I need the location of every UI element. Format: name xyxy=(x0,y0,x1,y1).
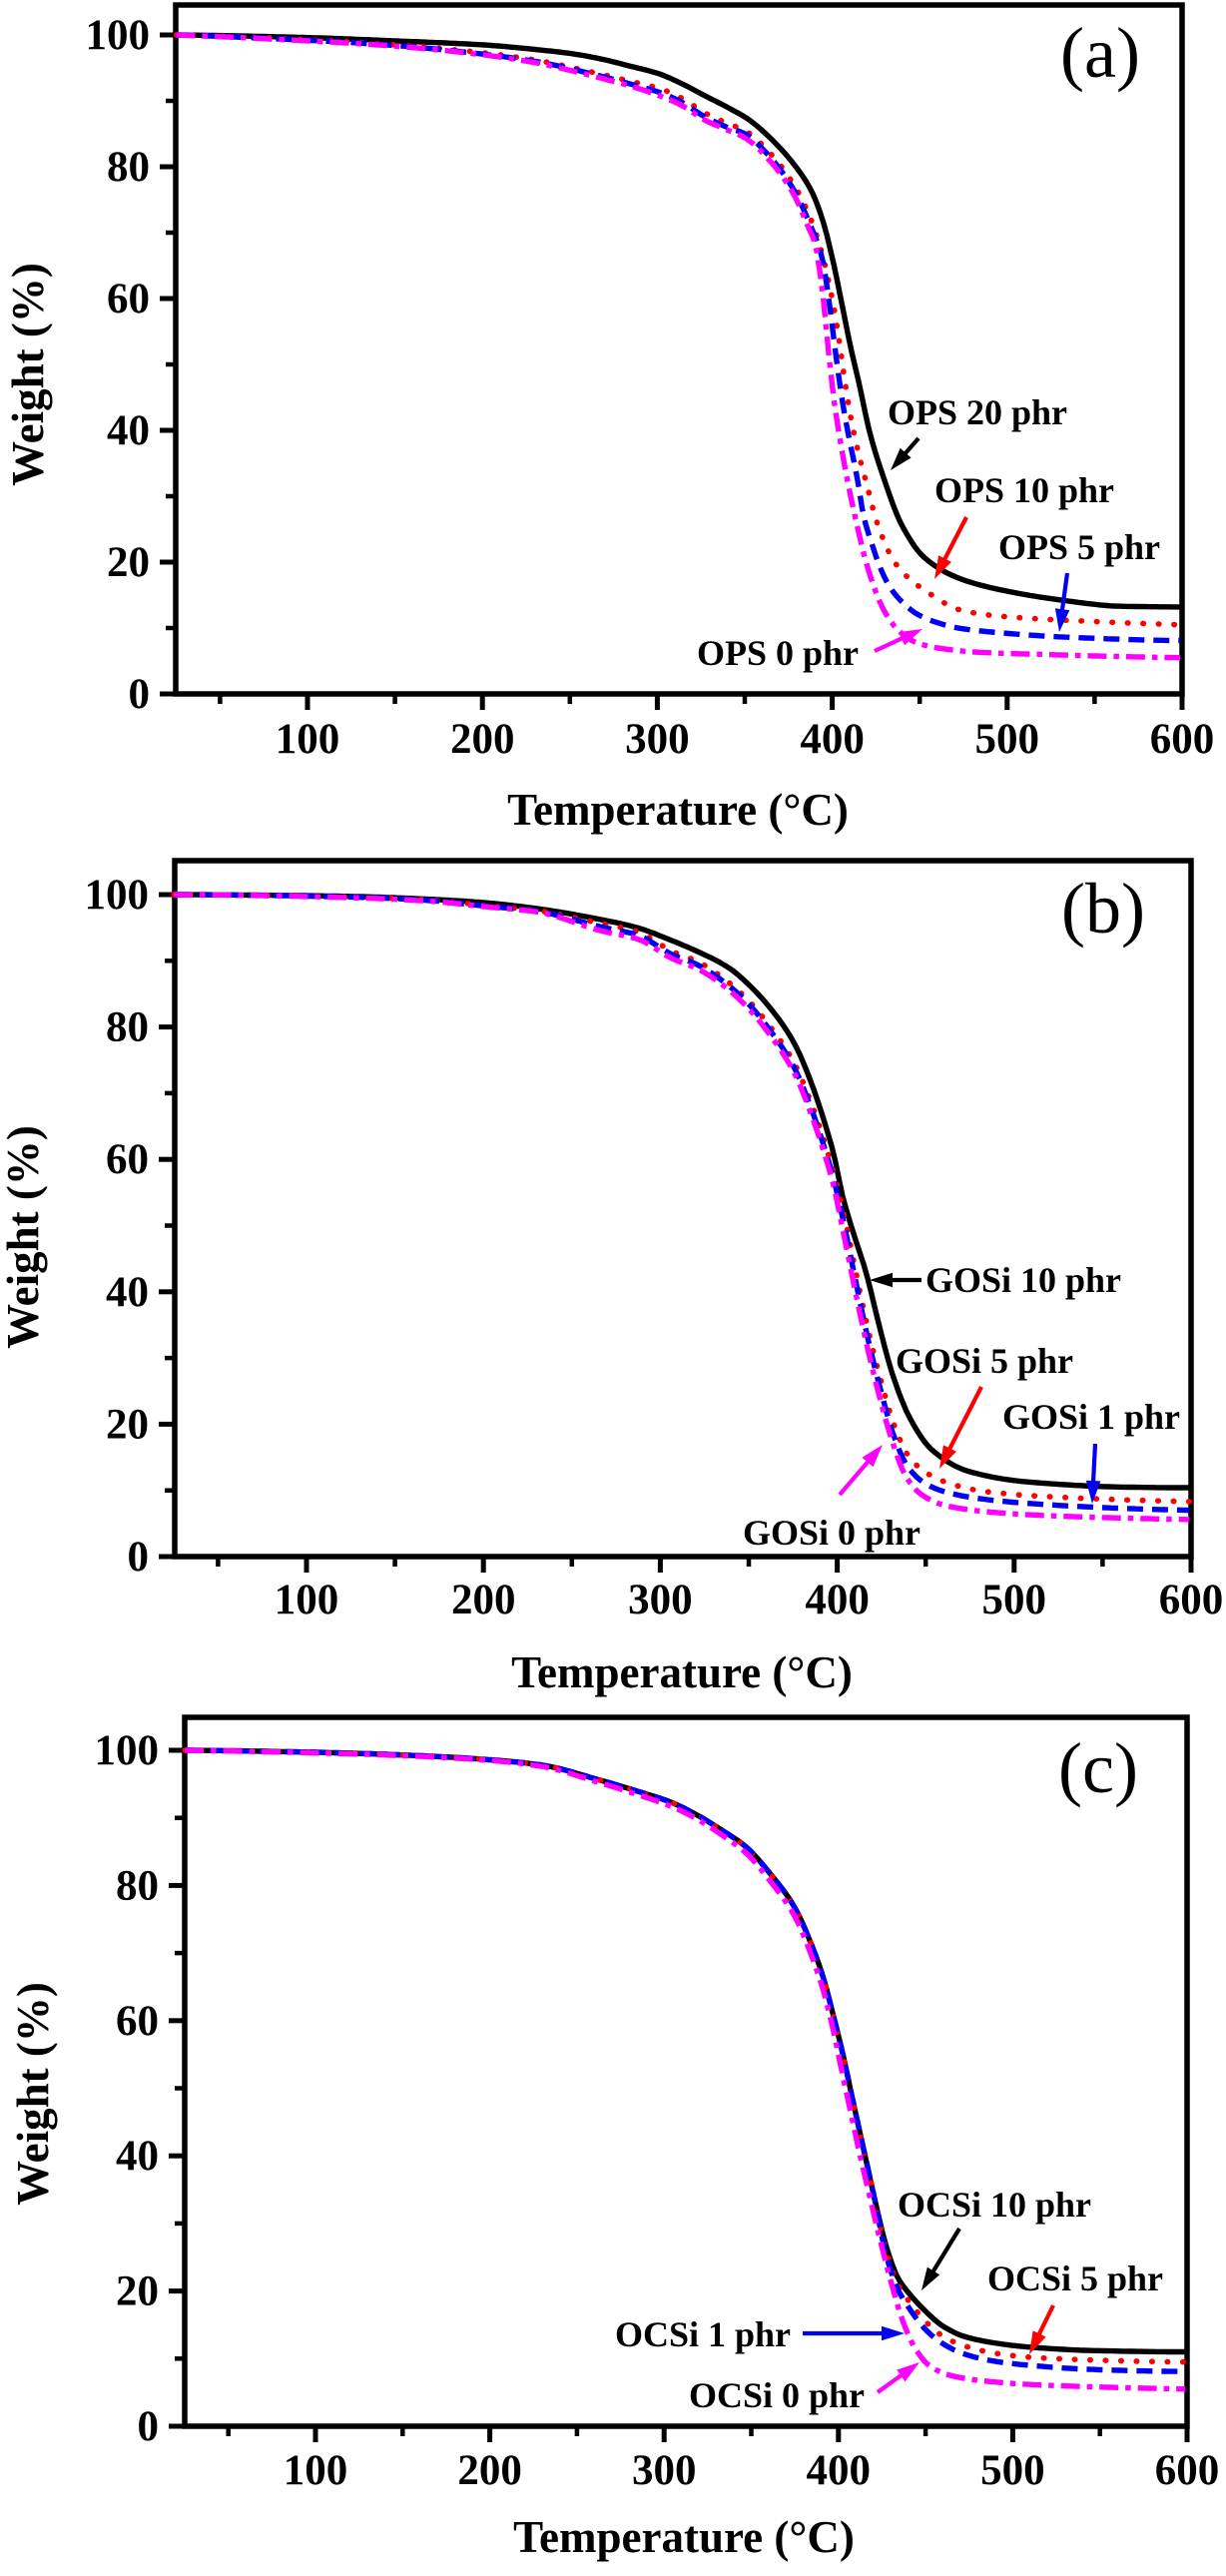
svg-text:OCSi 5 phr: OCSi 5 phr xyxy=(987,2258,1163,2298)
svg-text:OPS 0 phr: OPS 0 phr xyxy=(697,633,859,673)
svg-text:100: 100 xyxy=(86,12,151,59)
svg-text:Weight (%): Weight (%) xyxy=(8,1982,58,2206)
svg-text:GOSi 1 phr: GOSi 1 phr xyxy=(1002,1397,1180,1437)
svg-text:(b): (b) xyxy=(1061,869,1145,949)
svg-text:(a): (a) xyxy=(1060,13,1140,93)
svg-text:0: 0 xyxy=(128,1534,150,1581)
svg-text:100: 100 xyxy=(275,1577,339,1623)
svg-text:20: 20 xyxy=(116,2268,159,2315)
svg-text:80: 80 xyxy=(107,144,150,191)
svg-text:20: 20 xyxy=(107,539,150,586)
svg-text:300: 300 xyxy=(632,2447,697,2494)
svg-text:OCSi 1 phr: OCSi 1 phr xyxy=(615,2314,791,2354)
svg-text:80: 80 xyxy=(106,1004,149,1051)
svg-text:0: 0 xyxy=(138,2403,160,2450)
svg-text:OCSi 10 phr: OCSi 10 phr xyxy=(898,2185,1091,2225)
svg-text:OCSi 0 phr: OCSi 0 phr xyxy=(689,2375,865,2415)
svg-text:500: 500 xyxy=(980,2447,1045,2494)
svg-text:OPS 5 phr: OPS 5 phr xyxy=(998,527,1160,567)
svg-text:300: 300 xyxy=(628,1577,693,1623)
svg-text:Weight (%): Weight (%) xyxy=(3,263,53,486)
svg-text:GOSi 5 phr: GOSi 5 phr xyxy=(896,1341,1073,1381)
svg-text:400: 400 xyxy=(807,2447,872,2494)
svg-text:40: 40 xyxy=(116,2133,159,2180)
svg-text:100: 100 xyxy=(95,1727,160,1774)
svg-text:200: 200 xyxy=(450,716,515,763)
svg-text:20: 20 xyxy=(106,1401,149,1448)
svg-text:80: 80 xyxy=(116,1862,159,1909)
svg-text:OPS 10 phr: OPS 10 phr xyxy=(934,470,1114,510)
svg-text:GOSi 0 phr: GOSi 0 phr xyxy=(743,1513,920,1553)
svg-text:100: 100 xyxy=(85,872,150,919)
svg-text:200: 200 xyxy=(451,1577,516,1623)
svg-text:600: 600 xyxy=(1155,2447,1220,2494)
svg-text:OPS 20 phr: OPS 20 phr xyxy=(888,392,1067,432)
svg-text:300: 300 xyxy=(625,716,690,763)
svg-text:Temperature (°C): Temperature (°C) xyxy=(511,1647,853,1697)
svg-text:500: 500 xyxy=(982,1577,1047,1623)
svg-text:Temperature (°C): Temperature (°C) xyxy=(507,785,849,835)
svg-text:60: 60 xyxy=(116,1998,159,2045)
svg-text:500: 500 xyxy=(975,716,1040,763)
svg-text:100: 100 xyxy=(276,716,340,763)
svg-text:100: 100 xyxy=(284,2447,348,2494)
svg-text:600: 600 xyxy=(1159,1577,1224,1623)
svg-text:Weight (%): Weight (%) xyxy=(0,1125,48,1349)
svg-text:40: 40 xyxy=(106,1269,149,1316)
svg-text:200: 200 xyxy=(457,2447,522,2494)
svg-text:60: 60 xyxy=(106,1136,149,1183)
svg-text:(c): (c) xyxy=(1058,1728,1138,1808)
svg-text:GOSi 10 phr: GOSi 10 phr xyxy=(925,1260,1121,1300)
svg-text:Temperature (°C): Temperature (°C) xyxy=(513,2512,855,2562)
svg-text:0: 0 xyxy=(129,671,151,718)
svg-text:40: 40 xyxy=(107,407,150,454)
svg-text:600: 600 xyxy=(1150,716,1215,763)
svg-text:400: 400 xyxy=(800,716,865,763)
svg-text:60: 60 xyxy=(107,276,150,322)
svg-text:400: 400 xyxy=(805,1577,870,1623)
